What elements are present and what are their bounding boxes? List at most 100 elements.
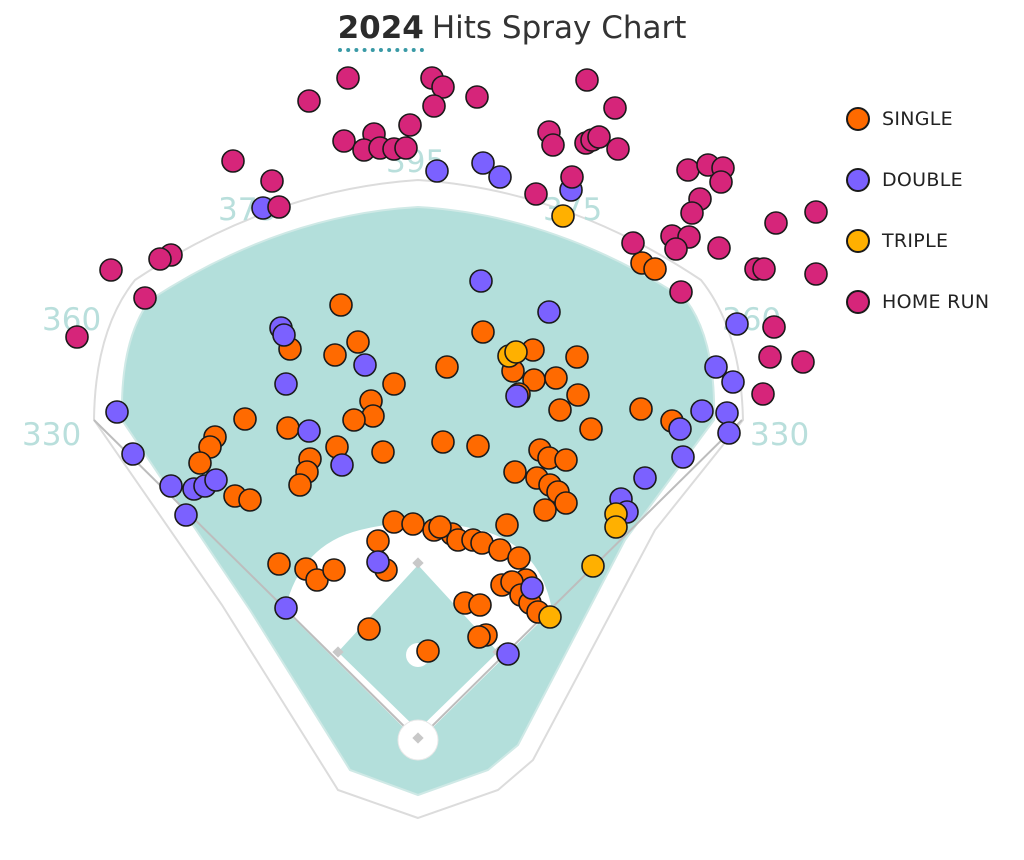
home-run-point (804, 262, 828, 286)
double-point (105, 400, 129, 424)
double-point (274, 372, 298, 396)
double-point (297, 419, 321, 443)
home-run-point (332, 129, 356, 153)
single-point (533, 498, 557, 522)
single-point (554, 491, 578, 515)
single-point (366, 529, 390, 553)
home-run-point (764, 211, 788, 235)
single-point (371, 440, 395, 464)
single-point (416, 639, 440, 663)
single-point (466, 434, 490, 458)
home-run-point (133, 286, 157, 310)
home-run-point (260, 169, 284, 193)
home-run-point (398, 113, 422, 137)
home-run-point (606, 137, 630, 161)
right-foul-line (417, 419, 743, 741)
single-point (503, 460, 527, 484)
legend-swatch (846, 228, 870, 253)
single-point (233, 407, 257, 431)
home-run-point (148, 247, 172, 271)
home-run-point (707, 236, 731, 260)
double-point (668, 417, 692, 441)
home-run-point (422, 94, 446, 118)
double-point (505, 384, 529, 408)
double-point (274, 596, 298, 620)
home-run-point (524, 182, 548, 206)
single-point (629, 397, 653, 421)
home-run-point (791, 350, 815, 374)
single-point (401, 512, 425, 536)
single-point (323, 343, 347, 367)
single-point (322, 558, 346, 582)
legend-swatch (846, 289, 870, 314)
single-point (467, 625, 491, 649)
legend-item-double: DOUBLE (846, 149, 1016, 210)
double-point (353, 353, 377, 377)
home-run-point (431, 75, 455, 99)
single-point (382, 372, 406, 396)
left-foul-line (93, 419, 419, 741)
legend-label: DOUBLE (882, 168, 963, 191)
home-run-point (664, 237, 688, 261)
home-run-point (65, 325, 89, 349)
double-point (488, 165, 512, 189)
second-base (412, 557, 424, 569)
hit-points (65, 66, 828, 666)
single-point (471, 320, 495, 344)
double-point (366, 550, 390, 574)
double-point (715, 401, 739, 425)
double-point (204, 468, 228, 492)
home-run-point (541, 133, 565, 157)
double-point (704, 355, 728, 379)
single-point (544, 366, 568, 390)
distance-lf-line: 330 (22, 417, 81, 453)
single-point (188, 451, 212, 475)
home-run-point (752, 257, 776, 281)
home-run-point (680, 201, 704, 225)
triple-point (551, 204, 575, 228)
double-point (425, 159, 449, 183)
home-run-point (751, 382, 775, 406)
double-point (690, 399, 714, 423)
triple-point (504, 340, 528, 364)
home-run-point (587, 125, 611, 149)
home-run-point (575, 68, 599, 92)
home-run-point (394, 136, 418, 160)
double-point (174, 503, 198, 527)
double-point (272, 323, 296, 347)
double-point (471, 151, 495, 175)
legend-swatch (846, 106, 870, 131)
home-run-point (336, 66, 360, 90)
double-point (717, 421, 741, 445)
single-point (329, 293, 353, 317)
single-point (276, 416, 300, 440)
home-run-point (709, 170, 733, 194)
home-run-point (758, 345, 782, 369)
double-point (469, 269, 493, 293)
home-run-point (560, 165, 584, 189)
single-point (342, 408, 366, 432)
legend-item-home-run: HOME RUN (846, 271, 1016, 332)
home-run-point (221, 149, 245, 173)
home-run-point (669, 280, 693, 304)
home-run-point (267, 195, 291, 219)
single-point (554, 448, 578, 472)
home-run-point (99, 258, 123, 282)
legend-label: TRIPLE (882, 229, 949, 252)
single-point (495, 513, 519, 537)
double-point (159, 474, 183, 498)
title-year: 2024 (337, 10, 424, 52)
double-point (721, 370, 745, 394)
single-point (357, 617, 381, 641)
single-point (566, 383, 590, 407)
double-point (537, 300, 561, 324)
double-point (496, 642, 520, 666)
single-point (643, 257, 667, 281)
title-text: Hits Spray Chart (431, 10, 687, 46)
legend-item-triple: TRIPLE (846, 210, 1016, 271)
single-point (431, 430, 455, 454)
legend-label: HOME RUN (882, 290, 990, 313)
triple-point (604, 515, 628, 539)
single-point (579, 417, 603, 441)
